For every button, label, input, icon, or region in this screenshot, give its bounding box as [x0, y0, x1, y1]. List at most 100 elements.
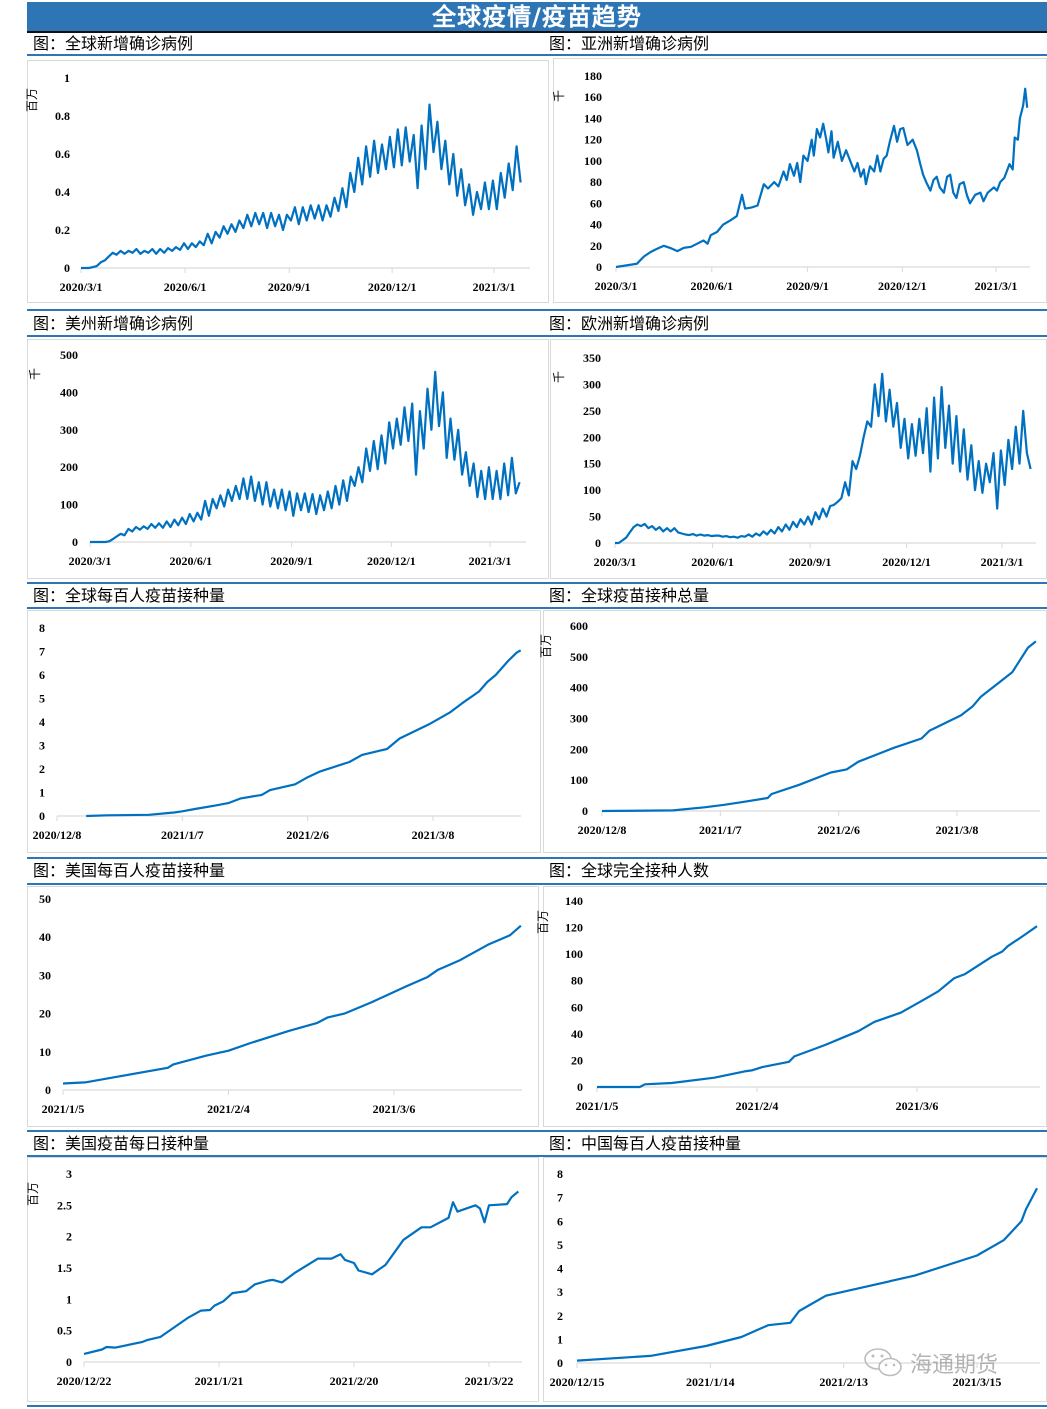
y-tick-label: 7: [557, 1191, 563, 1205]
chart-caption-americas-cases: 图：美州新增确诊病例: [33, 314, 194, 333]
x-tick-label: 2020/3/1: [595, 279, 638, 293]
divider: [27, 335, 1047, 337]
y-tick-label: 80: [571, 974, 583, 988]
divider: [27, 1130, 1047, 1132]
y-axis-unit-label: 百万: [539, 634, 553, 658]
y-tick-label: 160: [584, 90, 602, 104]
y-tick-label: 300: [583, 377, 601, 391]
y-tick-label: 8: [39, 621, 45, 635]
chart-caption-us-daily-doses: 图：美国疫苗每日接种量: [33, 1134, 210, 1153]
y-tick-label: 80: [590, 175, 602, 189]
y-tick-label: 5: [557, 1238, 563, 1252]
x-tick-label: 2020/12/22: [57, 1374, 112, 1388]
y-tick-label: 0: [582, 804, 588, 818]
x-tick-label: 2020/9/1: [270, 554, 313, 568]
page-title: 全球疫情/疫苗趋势: [27, 2, 1047, 33]
x-tick-label: 2021/3/22: [465, 1374, 514, 1388]
x-tick-label: 2020/3/1: [594, 555, 637, 569]
x-tick-label: 2021/1/21: [195, 1374, 244, 1388]
y-tick-label: 6: [39, 668, 45, 682]
y-tick-label: 0.6: [55, 147, 70, 161]
x-tick-label: 2021/1/5: [576, 1099, 619, 1113]
series-line: [62, 924, 522, 1085]
y-tick-label: 0.4: [55, 185, 70, 199]
x-tick-label: 2020/12/8: [578, 823, 627, 837]
chart-caption-europe-cases: 图：欧洲新增确诊病例: [549, 314, 710, 333]
y-tick-label: 0: [577, 1080, 583, 1094]
chart-caption-global-fully-vaccinated: 图：全球完全接种人数: [549, 861, 710, 880]
y-tick-label: 120: [565, 921, 583, 935]
series-line: [597, 925, 1038, 1089]
x-tick-label: 2020/12/8: [33, 828, 82, 842]
y-tick-label: 140: [565, 894, 583, 908]
y-axis-unit-label: 千: [28, 368, 42, 380]
x-tick-label: 2020/6/1: [164, 280, 207, 294]
y-tick-label: 0: [596, 260, 602, 274]
x-tick-label: 2020/12/15: [550, 1375, 605, 1389]
series-line: [81, 103, 522, 270]
divider: [27, 54, 1047, 56]
y-tick-label: 3: [557, 1285, 563, 1299]
y-tick-label: 30: [39, 968, 51, 982]
y-tick-label: 400: [570, 681, 588, 695]
y-tick-label: 40: [39, 930, 51, 944]
y-tick-label: 4: [557, 1262, 563, 1276]
chart-caption-us-per-hundred: 图：美国每百人疫苗接种量: [33, 861, 226, 880]
x-tick-label: 2021/2/6: [286, 828, 329, 842]
y-tick-label: 10: [39, 1045, 51, 1059]
chart-caption-global-cases: 图：全球新增确诊病例: [33, 34, 194, 53]
divider: [27, 607, 1047, 609]
series-line: [601, 640, 1037, 813]
x-tick-label: 2021/2/20: [330, 1374, 379, 1388]
chart-caption-asia-cases: 图：亚洲新增确诊病例: [549, 34, 710, 53]
y-tick-label: 600: [570, 619, 588, 633]
x-tick-label: 2021/3/1: [469, 554, 512, 568]
y-tick-label: 20: [571, 1053, 583, 1067]
series-line: [86, 649, 522, 818]
x-tick-label: 2021/2/4: [736, 1099, 779, 1113]
x-tick-label: 2021/2/4: [207, 1102, 250, 1116]
y-tick-label: 0: [595, 536, 601, 550]
y-tick-label: 140: [584, 111, 602, 125]
x-tick-label: 2021/1/14: [686, 1375, 735, 1389]
divider: [27, 1155, 1047, 1157]
x-tick-label: 2021/3/6: [896, 1099, 939, 1113]
y-tick-label: 50: [39, 892, 51, 906]
divider: [27, 582, 1047, 584]
x-tick-label: 2020/12/1: [878, 279, 927, 293]
y-tick-label: 100: [565, 947, 583, 961]
y-tick-label: 60: [571, 1000, 583, 1014]
y-tick-label: 4: [39, 715, 45, 729]
y-tick-label: 6: [557, 1214, 563, 1228]
chart-caption-china-per-hundred: 图：中国每百人疫苗接种量: [549, 1134, 742, 1153]
x-tick-label: 2021/3/1: [473, 280, 516, 294]
x-tick-label: 2021/2/13: [819, 1375, 868, 1389]
x-tick-label: 2021/3/1: [975, 279, 1018, 293]
watermark-text: 海通期货: [910, 1353, 999, 1378]
y-tick-label: 250: [583, 404, 601, 418]
series-line: [83, 1190, 520, 1355]
y-tick-label: 3: [39, 739, 45, 753]
wechat-icon: [864, 1348, 902, 1377]
y-tick-label: 200: [570, 742, 588, 756]
y-tick-label: 350: [583, 351, 601, 365]
divider: [27, 857, 1047, 859]
y-tick-label: 180: [584, 69, 602, 83]
watermark: 海通期货: [862, 1346, 998, 1380]
y-tick-label: 0.2: [55, 223, 70, 237]
x-tick-label: 2021/2/6: [817, 823, 860, 837]
y-tick-label: 500: [60, 348, 78, 362]
y-tick-label: 0: [66, 1355, 72, 1369]
y-tick-label: 100: [60, 498, 78, 512]
divider: [27, 309, 1047, 311]
y-tick-label: 100: [583, 483, 601, 497]
x-tick-label: 2021/3/6: [373, 1102, 416, 1116]
y-tick-label: 40: [590, 218, 602, 232]
x-tick-label: 2021/3/1: [981, 555, 1024, 569]
y-tick-label: 1: [64, 71, 70, 85]
y-axis-unit-label: 百万: [26, 1182, 40, 1206]
y-tick-label: 0: [72, 535, 78, 549]
y-tick-label: 1: [557, 1332, 563, 1346]
y-tick-label: 1: [66, 1292, 72, 1306]
